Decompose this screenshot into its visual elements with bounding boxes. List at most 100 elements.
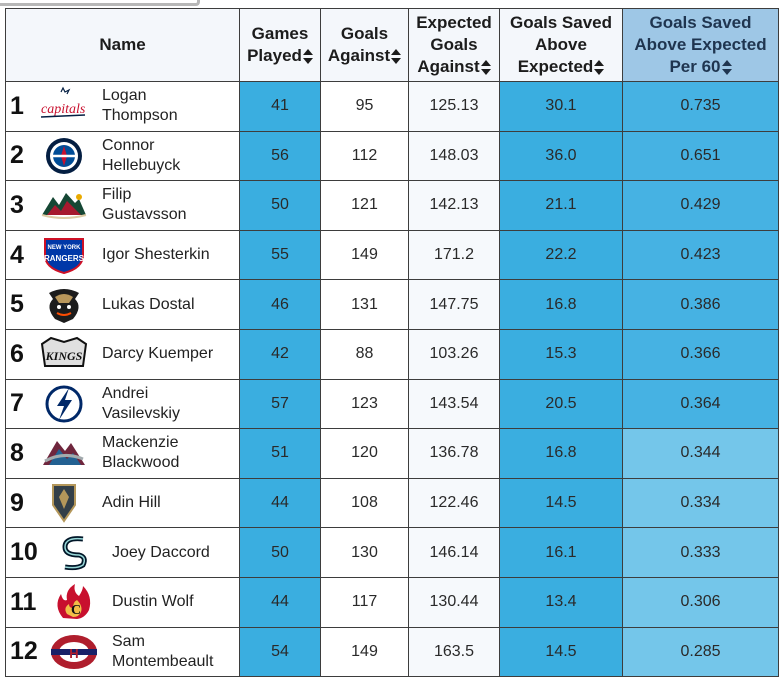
table-row: 8 Mackenzie Blackwood 51 120 136.78 16.8 … (5, 428, 779, 479)
games-played-cell: 57 (239, 378, 321, 430)
player-cell: 6 KINGS Darcy Kuemper (5, 328, 240, 380)
player-cell: 4 NEW YORK RANGERS Igor Shesterkin (5, 229, 240, 281)
goals-against-cell: 123 (320, 378, 409, 430)
goals-saved-above-expected-cell: 21.1 (499, 180, 623, 231)
table-row: 10 Joey Daccord 50 130 146.14 16.1 0.333 (5, 527, 779, 578)
sort-icon[interactable] (594, 59, 605, 76)
expected-goals-against-cell: 147.75 (408, 279, 500, 330)
column-header-games-played[interactable]: Games Played (239, 8, 321, 82)
rank-number: 6 (10, 339, 24, 368)
gsae-per-60-cell: 0.344 (622, 428, 779, 479)
kraken-logo-icon (46, 533, 102, 573)
capitals-logo-icon: capitals (36, 86, 92, 126)
expected-goals-against-cell: 122.46 (408, 477, 500, 529)
table-row: 12 H Sam Montembeault 54 149 163.5 14.5 0… (5, 626, 779, 677)
sort-icon[interactable] (480, 59, 491, 76)
player-name: Dustin Wolf (112, 593, 194, 611)
gsae-per-60-cell: 0.423 (622, 229, 779, 281)
goals-against-cell: 108 (320, 477, 409, 529)
golden-knights-logo-icon (36, 483, 92, 523)
goals-saved-above-expected-cell: 22.2 (499, 229, 623, 281)
player-cell: 11 C Dustin Wolf (5, 576, 240, 628)
rank-number: 1 (10, 91, 24, 120)
table-row: 7 Andrei Vasilevskiy 57 123 143.54 20.5 0… (5, 378, 779, 430)
expected-goals-against-cell: 136.78 (408, 428, 500, 479)
table-row: 1 capitals Logan Thompson 41 95 125.13 30… (5, 81, 779, 132)
player-cell: 8 Mackenzie Blackwood (5, 428, 240, 479)
gsae-per-60-cell: 0.364 (622, 378, 779, 430)
player-name: Lukas Dostal (102, 295, 195, 313)
table-row: 9 Adin Hill 44 108 122.46 14.5 0.334 (5, 477, 779, 529)
games-played-cell: 41 (239, 81, 321, 132)
gsae-per-60-cell: 0.735 (622, 81, 779, 132)
games-played-cell: 56 (239, 130, 321, 182)
goals-against-cell: 149 (320, 626, 409, 677)
table-row: 6 KINGS Darcy Kuemper 42 88 103.26 15.3 … (5, 328, 779, 380)
player-name: Igor Shesterkin (102, 246, 210, 264)
table-row: 5 Lukas Dostal 46 131 147.75 16.8 0.386 (5, 279, 779, 330)
canadiens-logo-icon: H (46, 632, 102, 672)
player-name: Mackenzie Blackwood (102, 434, 180, 472)
table-row: 2 Connor Hellebuyck 56 112 148.03 36.0 0.… (5, 130, 779, 182)
expected-goals-against-cell: 103.26 (408, 328, 500, 380)
column-header-expected-goals-against[interactable]: Expected Goals Against (408, 8, 500, 82)
rank-number: 7 (10, 389, 24, 418)
expected-goals-against-cell: 143.54 (408, 378, 500, 430)
flames-logo-icon: C (46, 582, 102, 622)
player-name: Sam Montembeault (112, 632, 214, 670)
games-played-cell: 44 (239, 477, 321, 529)
kings-logo-icon: KINGS (36, 334, 92, 374)
svg-text:RANGERS: RANGERS (44, 254, 85, 263)
column-header-goals-against[interactable]: Goals Against (320, 8, 409, 82)
sort-icon[interactable] (302, 48, 313, 65)
player-name: Darcy Kuemper (102, 345, 214, 363)
games-played-cell: 44 (239, 576, 321, 628)
player-cell: 7 Andrei Vasilevskiy (5, 378, 240, 430)
rank-number: 5 (10, 290, 24, 319)
rank-number: 4 (10, 240, 24, 269)
player-cell: 2 Connor Hellebuyck (5, 130, 240, 182)
rank-number: 11 (10, 587, 37, 616)
games-played-cell: 55 (239, 229, 321, 281)
rank-number: 12 (10, 637, 38, 666)
goalie-stats-table: Name Games Played Goals Against Expected… (5, 8, 779, 677)
sort-icon[interactable] (721, 59, 732, 76)
column-header-gsae-per-60[interactable]: Goals Saved Above Expected Per 60 (622, 8, 779, 82)
player-cell: 3 Filip Gustavsson (5, 180, 240, 231)
goals-saved-above-expected-cell: 13.4 (499, 576, 623, 628)
gsae-per-60-cell: 0.334 (622, 477, 779, 529)
goals-against-cell: 112 (320, 130, 409, 182)
goals-saved-above-expected-cell: 16.8 (499, 279, 623, 330)
column-header-name: Name (5, 8, 240, 82)
gsae-per-60-cell: 0.306 (622, 576, 779, 628)
goals-against-cell: 130 (320, 527, 409, 578)
expected-goals-against-cell: 171.2 (408, 229, 500, 281)
player-name: Andrei Vasilevskiy (102, 384, 180, 422)
player-name: Filip Gustavsson (102, 186, 187, 224)
svg-text:H: H (69, 646, 78, 661)
goals-saved-above-expected-cell: 15.3 (499, 328, 623, 380)
player-cell: 1 capitals Logan Thompson (5, 81, 240, 132)
games-played-cell: 50 (239, 180, 321, 231)
player-cell: 5 Lukas Dostal (5, 279, 240, 330)
rank-number: 9 (10, 488, 24, 517)
gsae-per-60-cell: 0.285 (622, 626, 779, 677)
table-row: 11 C Dustin Wolf 44 117 130.44 13.4 0.30… (5, 576, 779, 628)
column-header-goals-saved-above-expected[interactable]: Goals Saved Above Expected (499, 8, 623, 82)
player-cell: 12 H Sam Montembeault (5, 626, 240, 677)
gsae-per-60-cell: 0.333 (622, 527, 779, 578)
goals-against-cell: 88 (320, 328, 409, 380)
games-played-cell: 50 (239, 527, 321, 578)
expected-goals-against-cell: 163.5 (408, 626, 500, 677)
sort-icon[interactable] (391, 48, 402, 65)
goals-saved-above-expected-cell: 30.1 (499, 81, 623, 132)
player-name: Adin Hill (102, 494, 161, 512)
goals-against-cell: 117 (320, 576, 409, 628)
goals-against-cell: 120 (320, 428, 409, 479)
gsae-per-60-cell: 0.366 (622, 328, 779, 380)
avalanche-logo-icon (36, 433, 92, 473)
expected-goals-against-cell: 146.14 (408, 527, 500, 578)
goals-saved-above-expected-cell: 36.0 (499, 130, 623, 182)
rank-number: 10 (10, 538, 38, 567)
expected-goals-against-cell: 142.13 (408, 180, 500, 231)
